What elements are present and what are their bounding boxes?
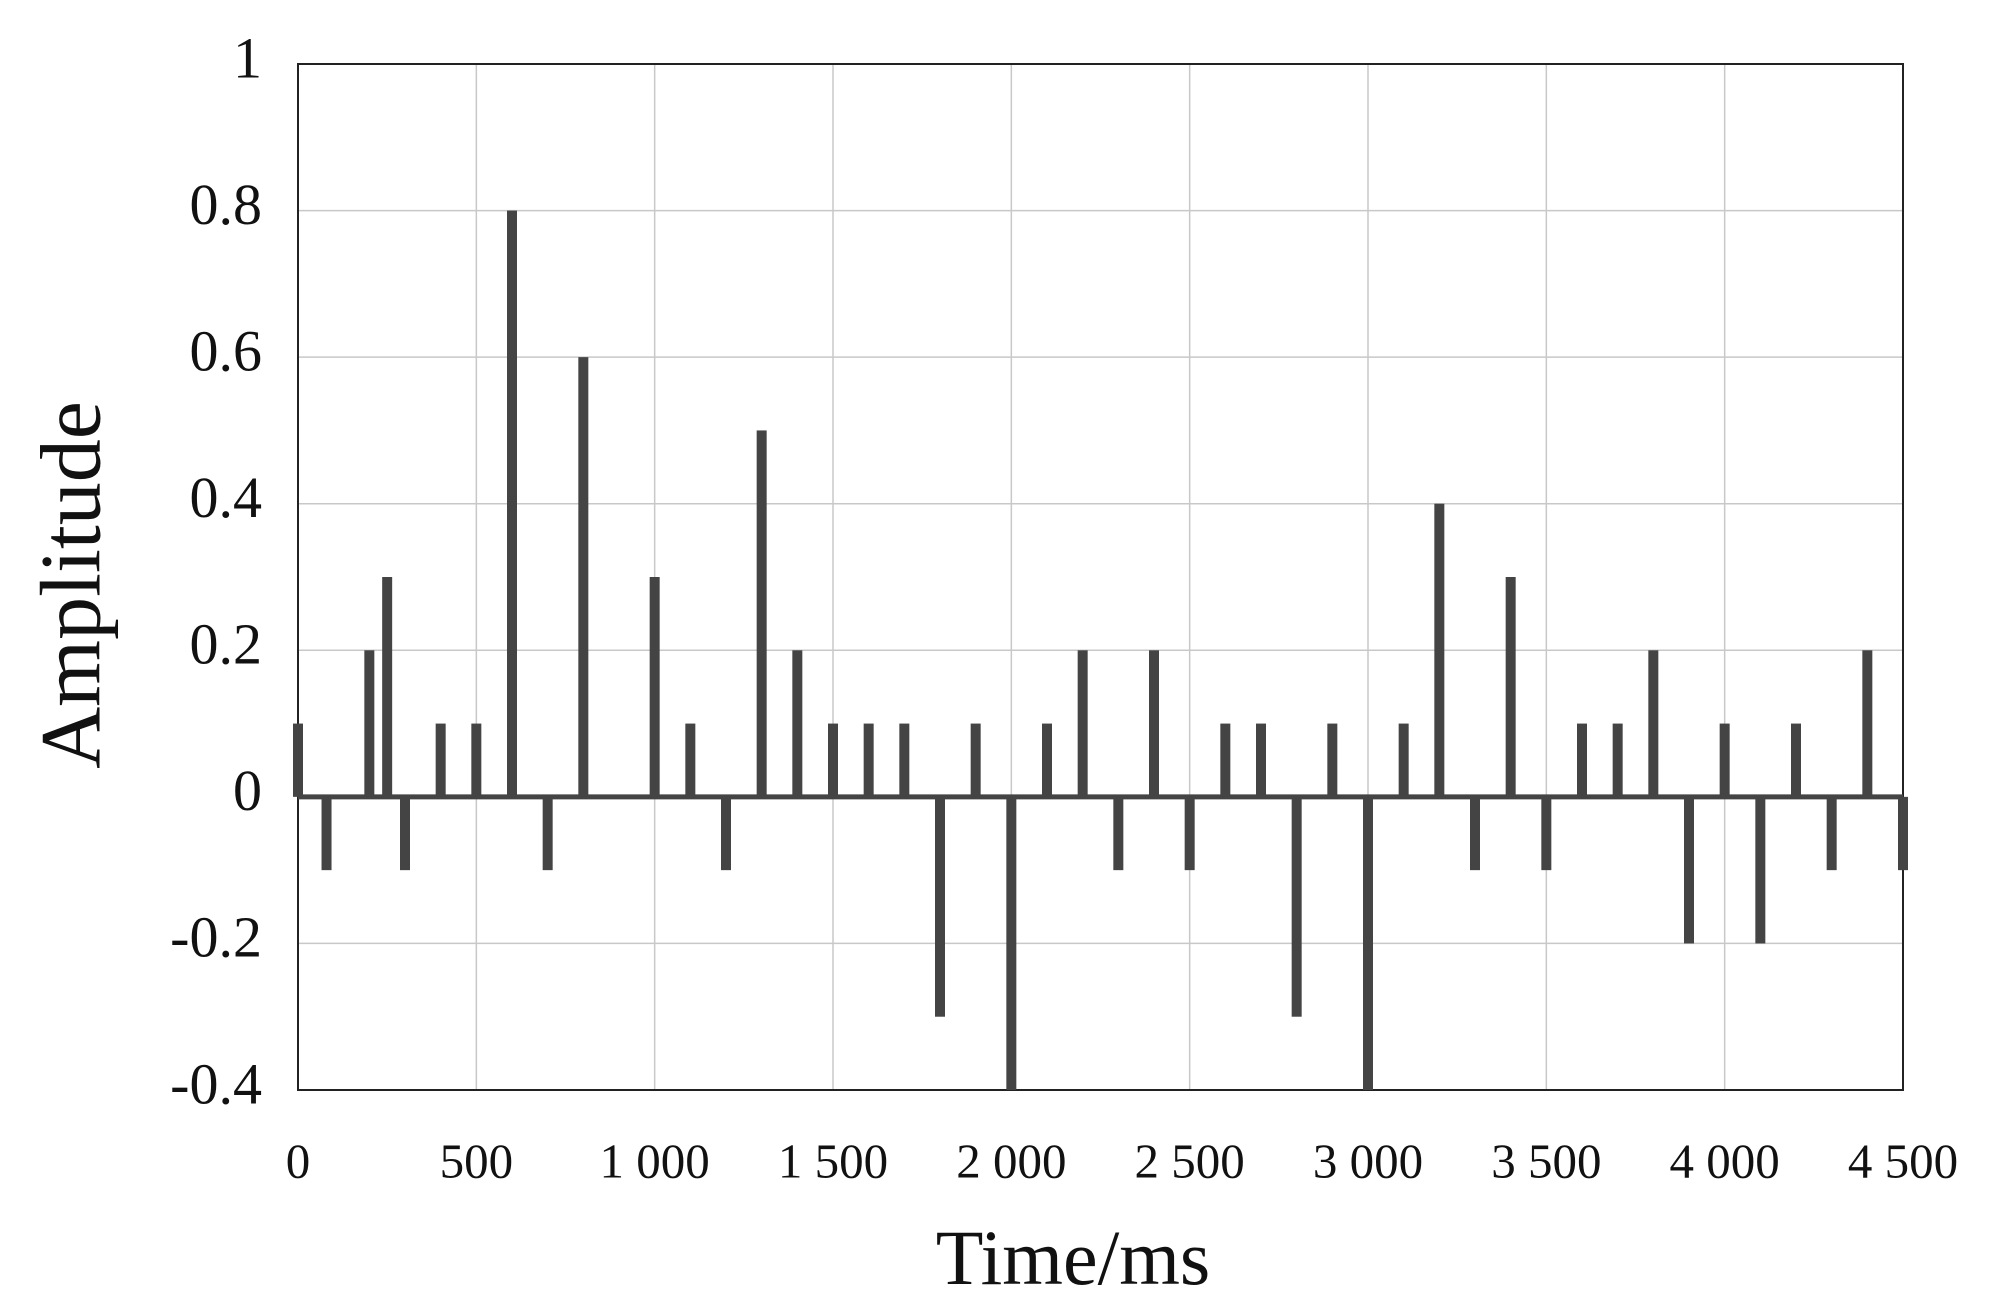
stem	[899, 723, 910, 797]
plot-frame	[297, 63, 1904, 1091]
stem	[1434, 503, 1445, 797]
stem	[721, 796, 731, 871]
x-tick-label: 3 500	[1491, 1133, 1601, 1188]
stem	[1826, 796, 1837, 871]
stem	[1648, 650, 1659, 797]
x-tick-label: 2 500	[1135, 1133, 1245, 1188]
stem	[1042, 723, 1052, 797]
stem	[935, 796, 945, 1017]
stem	[507, 210, 517, 797]
stem	[1113, 796, 1124, 871]
stem	[792, 650, 803, 797]
x-tick-label: 1 000	[600, 1133, 710, 1188]
x-axis-title: Time/ms	[936, 1214, 1211, 1301]
stem	[1256, 723, 1266, 797]
x-tick-label: 500	[440, 1133, 514, 1188]
stem	[1398, 723, 1409, 797]
stem	[471, 723, 482, 797]
y-tick-label: -0.2	[170, 905, 262, 970]
y-tick-label: -0.4	[170, 1051, 262, 1116]
x-tick-label: 2 000	[956, 1133, 1066, 1188]
stem	[1184, 796, 1195, 871]
stem	[756, 430, 767, 797]
stem	[1006, 796, 1017, 1090]
y-tick-label: 0.4	[190, 465, 263, 530]
x-tick-label: 0	[286, 1133, 311, 1188]
stem	[863, 723, 874, 797]
y-tick-label: 0.8	[190, 172, 263, 237]
stem	[364, 650, 375, 797]
y-tick-label: 1	[233, 25, 262, 90]
stem	[400, 796, 410, 871]
stem	[1791, 723, 1801, 797]
stem	[1612, 723, 1623, 797]
stem	[542, 796, 553, 871]
x-tick-label: 4 000	[1670, 1133, 1780, 1188]
y-tick-label: 0.2	[190, 612, 263, 677]
stem	[293, 723, 303, 797]
x-tick-label: 1 500	[778, 1133, 888, 1188]
stem	[1755, 796, 1766, 944]
stem	[1291, 796, 1302, 1017]
x-tick-label: 4 500	[1848, 1133, 1958, 1188]
y-tick-label: 0	[233, 758, 262, 823]
stem	[1363, 796, 1373, 1090]
stem	[1577, 723, 1587, 797]
stem	[321, 796, 332, 871]
stem	[435, 723, 446, 797]
stem	[1220, 723, 1231, 797]
stem	[1862, 650, 1873, 797]
y-axis-title: Amplitude	[23, 401, 119, 769]
x-tick-label: 3 000	[1313, 1133, 1423, 1188]
stem	[1077, 650, 1088, 797]
stem	[1898, 796, 1908, 871]
stem	[578, 357, 589, 797]
stem	[1505, 577, 1516, 797]
stem	[1470, 796, 1480, 871]
stem	[1684, 796, 1694, 944]
stem	[970, 723, 981, 797]
stem	[1719, 723, 1730, 797]
stem	[685, 723, 696, 797]
stem	[382, 577, 393, 797]
stem	[1327, 723, 1338, 797]
stem	[828, 723, 838, 797]
stem	[1541, 796, 1552, 871]
y-tick-label: 0.6	[190, 318, 263, 383]
stem	[649, 577, 660, 797]
stem	[1149, 650, 1159, 797]
